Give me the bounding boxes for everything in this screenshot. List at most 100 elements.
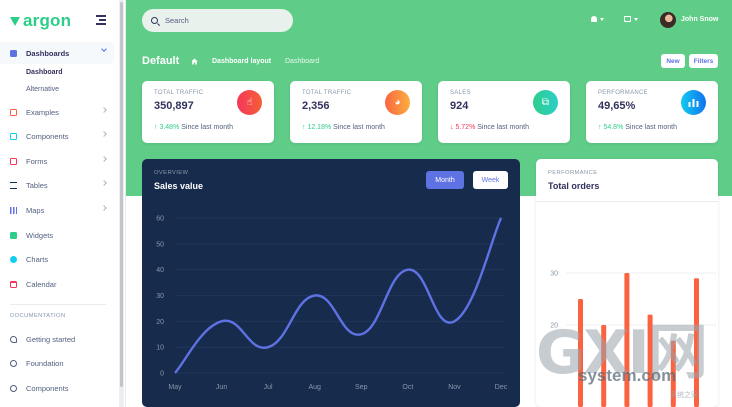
order-bar xyxy=(578,299,583,407)
order-bar xyxy=(694,278,699,407)
x-tick-label: Jun xyxy=(216,384,227,391)
sidebar-item-label: Getting started xyxy=(26,334,76,344)
y-tick-label: 20 xyxy=(550,323,558,330)
y-tick-label: 30 xyxy=(550,271,558,278)
hand-pointer-icon: ☝ xyxy=(237,90,262,115)
stat-since: Since last month xyxy=(625,124,678,131)
single-copy-icon xyxy=(10,157,17,165)
archive-icon xyxy=(10,231,17,239)
stat-value: 2,356 xyxy=(302,100,330,112)
argon-logo-icon xyxy=(10,17,20,26)
x-tick-label: Jul xyxy=(264,384,273,391)
overview-label: OVERVIEW xyxy=(154,170,189,176)
sidebar-item-dashboards[interactable]: Dashboards xyxy=(0,42,114,64)
month-toggle-button[interactable]: Month xyxy=(426,171,464,189)
stat-title: TOTAL TRAFFIC xyxy=(302,90,352,96)
sidebar: argon Dashboards Dashboard Alternative E… xyxy=(0,0,126,407)
stat-title: SALES xyxy=(450,90,471,96)
sidebar-item-tables[interactable]: Tables xyxy=(0,174,114,196)
order-bar xyxy=(601,325,607,407)
sidebar-doc-components[interactable]: Components xyxy=(0,377,114,399)
search-input[interactable] xyxy=(165,16,285,25)
ui-04-icon xyxy=(10,132,17,140)
search-icon xyxy=(151,17,158,24)
sidebar-item-components[interactable]: Components xyxy=(0,125,114,147)
y-tick-label: 50 xyxy=(156,241,164,248)
sales-value-title: Sales value xyxy=(154,181,204,191)
sidebar-item-label: Components xyxy=(26,383,69,393)
breadcrumb-dashboard-layout[interactable]: Dashboard layout xyxy=(212,58,272,65)
palette-icon xyxy=(10,359,17,367)
stat-change: 3.48% xyxy=(159,124,180,131)
home-icon[interactable] xyxy=(191,58,198,65)
y-tick-label: 30 xyxy=(156,293,164,300)
stat-since: Since last month xyxy=(477,124,530,131)
brand-logo[interactable]: argon xyxy=(10,11,71,31)
card-divider xyxy=(536,201,718,202)
x-tick-label: Oct xyxy=(402,384,413,391)
notifications-dropdown[interactable] xyxy=(591,16,604,22)
sidebar-item-label: Examples xyxy=(26,107,59,117)
stat-title: PERFORMANCE xyxy=(598,90,648,96)
page-title: Default xyxy=(142,55,180,67)
caret-down-icon xyxy=(634,17,638,21)
sidebar-scrollbar-thumb[interactable] xyxy=(120,2,123,387)
x-tick-label: Dec xyxy=(495,384,508,391)
y-tick-label: 20 xyxy=(156,319,164,326)
arrow-up-icon: ↑ xyxy=(302,124,306,131)
house-icon xyxy=(10,49,17,57)
sidebar-item-widgets[interactable]: Widgets xyxy=(0,224,114,246)
order-bar xyxy=(670,340,676,407)
sidenav-toggle-icon[interactable] xyxy=(96,15,106,27)
arrow-down-icon: ↓ xyxy=(450,124,454,131)
stat-footer: ↑ 54.8% Since last month xyxy=(598,124,677,131)
sidebar-item-label: Components xyxy=(26,131,69,141)
shortcuts-dropdown[interactable] xyxy=(624,16,638,22)
x-tick-label: Aug xyxy=(308,384,321,391)
avatar[interactable] xyxy=(660,12,676,28)
sidebar-item-examples[interactable]: Examples xyxy=(0,101,114,123)
stat-footer: ↑ 12.18% Since last month xyxy=(302,124,385,131)
stat-since: Since last month xyxy=(181,124,234,131)
sidebar-item-label: Maps xyxy=(26,205,45,215)
stat-card-total-traffic: TOTAL TRAFFIC 350,897 ☝ ↑ 3.48% Since la… xyxy=(142,81,274,143)
brand-name: argon xyxy=(23,11,72,30)
sidebar-item-label: Foundation xyxy=(26,358,64,368)
sidebar-item-maps[interactable]: Maps xyxy=(0,199,114,221)
chevron-right-icon xyxy=(101,156,107,162)
documentation-heading: DOCUMENTATION xyxy=(10,313,66,319)
sidebar-doc-getting-started[interactable]: Getting started xyxy=(0,328,114,350)
performance-label: PERFORMANCE xyxy=(548,170,598,176)
week-toggle-button[interactable]: Week xyxy=(473,171,508,189)
stat-value: 924 xyxy=(450,100,469,112)
sidebar-doc-foundation[interactable]: Foundation xyxy=(0,352,114,374)
order-bar xyxy=(647,314,653,407)
calendar-icon xyxy=(10,280,17,288)
sidebar-subitem-dashboard[interactable]: Dashboard xyxy=(26,69,63,76)
x-tick-label: May xyxy=(168,384,182,391)
sidebar-item-charts[interactable]: Charts xyxy=(0,248,114,270)
sidebar-subitem-alternative[interactable]: Alternative xyxy=(26,86,60,93)
stat-footer: ↓ 5.72% Since last month xyxy=(450,124,529,131)
stat-change: 12.18% xyxy=(307,124,332,131)
sidebar-item-calendar[interactable]: Calendar xyxy=(0,273,114,295)
stat-change: 5.72% xyxy=(455,124,476,131)
map-big-icon xyxy=(10,206,17,214)
chart-pie-icon: ◕ xyxy=(385,90,410,115)
caret-down-icon xyxy=(600,17,604,21)
sidebar-item-forms[interactable]: Forms xyxy=(0,150,114,172)
sidebar-item-label: Tables xyxy=(26,180,48,190)
sidebar-item-label: Calendar xyxy=(26,279,57,289)
search-box[interactable] xyxy=(142,9,293,32)
user-name[interactable]: John Snow xyxy=(681,16,719,23)
stat-footer: ↑ 3.48% Since last month xyxy=(154,124,233,131)
total-orders-card: PERFORMANCE Total orders 20 30 xyxy=(536,159,718,407)
arrow-up-icon: ↑ xyxy=(598,124,602,131)
ungroup-icon xyxy=(624,16,631,22)
align-left-icon xyxy=(10,181,17,189)
new-button[interactable]: New xyxy=(661,54,685,68)
stat-since: Since last month xyxy=(333,124,385,131)
filters-button[interactable]: Filters xyxy=(689,54,718,68)
chevron-right-icon xyxy=(101,205,107,211)
